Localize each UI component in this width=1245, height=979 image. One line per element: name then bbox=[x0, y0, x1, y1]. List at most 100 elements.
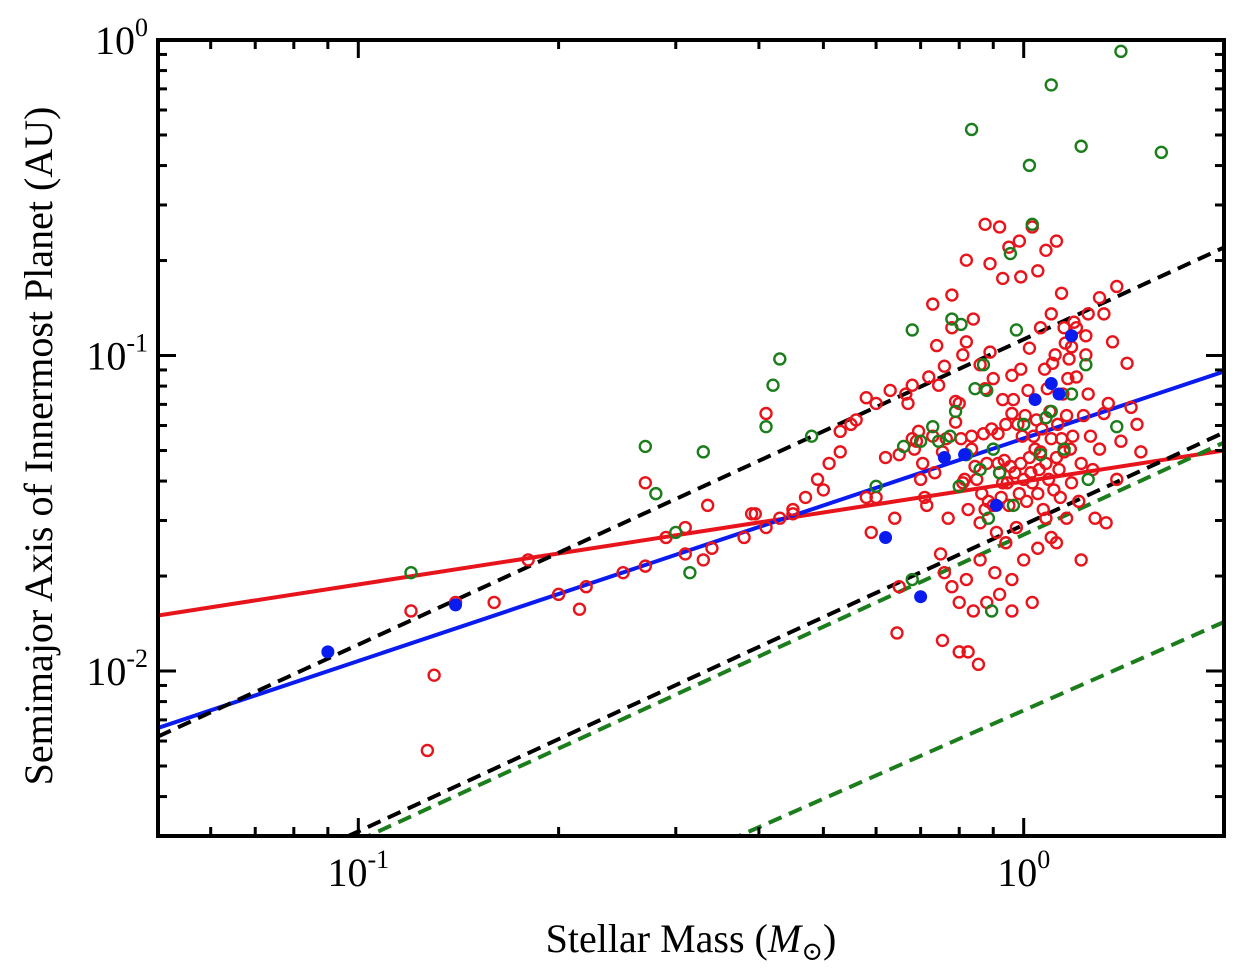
x-axis-title-subscript: ⊙ bbox=[801, 937, 823, 966]
data-point-0-218 bbox=[616, 565, 630, 580]
y-tick-label-base: 10 bbox=[86, 334, 126, 379]
fit-line-4 bbox=[363, 440, 1224, 836]
data-point-0-61 bbox=[980, 456, 994, 471]
data-point-0-140 bbox=[1124, 400, 1138, 415]
data-point-0-88 bbox=[1019, 494, 1034, 509]
data-point-1-43 bbox=[1064, 387, 1079, 401]
data-point-1-48 bbox=[1114, 44, 1128, 59]
data-point-0-152 bbox=[966, 604, 981, 618]
x-axis-title: Stellar Mass (M⊙) bbox=[546, 916, 837, 966]
data-point-0-176 bbox=[1081, 307, 1095, 321]
data-point-0-219 bbox=[579, 580, 593, 594]
data-point-0-89 bbox=[1021, 383, 1035, 398]
data-point-0-1 bbox=[572, 602, 587, 616]
data-point-0-67 bbox=[989, 525, 1004, 540]
data-point-0-87 bbox=[1018, 408, 1032, 423]
data-point-0-51 bbox=[964, 429, 979, 443]
data-points bbox=[321, 44, 1169, 758]
data-point-1-45 bbox=[1079, 358, 1093, 372]
data-point-1-1 bbox=[638, 439, 653, 454]
data-point-0-136 bbox=[1101, 396, 1115, 411]
data-point-0-125 bbox=[1069, 370, 1084, 384]
data-point-0-161 bbox=[945, 580, 959, 594]
data-point-1-41 bbox=[1044, 404, 1058, 419]
data-point-0-155 bbox=[1025, 595, 1039, 610]
data-point-0-0 bbox=[521, 553, 535, 567]
data-point-0-220 bbox=[551, 587, 566, 602]
x-tick-label-exponent: 0 bbox=[1037, 845, 1050, 874]
data-point-0-3 bbox=[638, 476, 653, 490]
data-point-0-197 bbox=[1002, 240, 1016, 254]
data-point-0-147 bbox=[1031, 541, 1045, 555]
data-point-1-47 bbox=[1110, 419, 1124, 434]
data-point-0-195 bbox=[1049, 234, 1064, 248]
data-point-0-213 bbox=[737, 530, 751, 545]
data-point-0-25 bbox=[901, 396, 915, 411]
y-axis-title: Semimajor Axis of Innermost Planet (AU) bbox=[16, 107, 61, 786]
x-axis-title-text: Stellar Mass ( bbox=[546, 916, 768, 961]
data-point-1-17 bbox=[943, 429, 957, 443]
data-point-0-192 bbox=[992, 220, 1007, 234]
data-point-0-160 bbox=[959, 572, 974, 587]
data-point-0-81 bbox=[1009, 520, 1024, 535]
data-point-1-7 bbox=[766, 378, 780, 392]
data-point-1-46 bbox=[1081, 472, 1095, 487]
data-point-0-128 bbox=[1076, 408, 1091, 423]
data-point-0-186 bbox=[996, 271, 1010, 286]
data-point-0-133 bbox=[1088, 511, 1102, 525]
data-point-1-16 bbox=[931, 434, 946, 448]
data-point-1-37 bbox=[1025, 217, 1039, 232]
data-point-0-194 bbox=[1039, 243, 1053, 258]
data-point-0-183 bbox=[1054, 286, 1069, 300]
data-point-1-42 bbox=[1057, 442, 1071, 456]
y-tick-label-exponent: 0 bbox=[135, 13, 148, 42]
data-point-0-111 bbox=[1051, 417, 1065, 432]
data-point-0-127 bbox=[1074, 456, 1088, 471]
data-point-0-119 bbox=[1061, 371, 1075, 386]
data-point-1-13 bbox=[905, 323, 919, 337]
data-point-0-37 bbox=[933, 547, 948, 561]
data-point-2-5 bbox=[958, 448, 972, 462]
data-point-1-44 bbox=[1074, 139, 1088, 153]
x-tick-label-exponent: -1 bbox=[367, 845, 389, 874]
data-point-0-198 bbox=[978, 217, 992, 232]
data-point-1-19 bbox=[948, 404, 963, 419]
data-point-0-112 bbox=[1052, 462, 1066, 477]
x-axis-title-close: ) bbox=[823, 916, 836, 961]
data-point-0-57 bbox=[975, 486, 989, 501]
data-point-1-29 bbox=[984, 604, 999, 618]
data-point-0-83 bbox=[1012, 486, 1027, 501]
data-point-0-121 bbox=[1063, 442, 1077, 456]
x-tick-label-1: 100 bbox=[997, 845, 1050, 895]
data-point-0-109 bbox=[1048, 348, 1062, 362]
data-point-0-123 bbox=[1066, 429, 1080, 443]
x-tick-label-base: 10 bbox=[997, 850, 1037, 895]
data-point-0-190 bbox=[945, 288, 959, 302]
data-point-0-9 bbox=[748, 507, 762, 521]
data-point-0-19 bbox=[878, 450, 893, 465]
data-point-0-4 bbox=[427, 668, 441, 682]
data-point-1-26 bbox=[976, 358, 991, 372]
data-point-0-16 bbox=[864, 525, 878, 540]
data-point-0-76 bbox=[1002, 498, 1016, 513]
data-point-2-2 bbox=[879, 530, 893, 544]
data-point-0-162 bbox=[937, 565, 952, 580]
data-point-0-138 bbox=[1110, 472, 1124, 487]
data-point-0-173 bbox=[1044, 307, 1058, 321]
data-point-0-203 bbox=[883, 383, 897, 398]
data-point-0-120 bbox=[1062, 352, 1076, 366]
data-point-1-10 bbox=[869, 479, 883, 494]
y-tick-label-0: 10-2 bbox=[86, 644, 148, 694]
data-point-2-1 bbox=[449, 598, 463, 612]
data-point-1-38 bbox=[1033, 447, 1048, 462]
data-point-0-208 bbox=[810, 472, 825, 487]
data-point-0-78 bbox=[1005, 406, 1019, 421]
data-point-0-6 bbox=[696, 553, 711, 567]
y-tick-label-exponent: -1 bbox=[126, 329, 148, 358]
data-point-0-142 bbox=[1134, 445, 1148, 459]
data-point-0-46 bbox=[954, 431, 968, 446]
data-point-0-69 bbox=[991, 456, 1005, 471]
data-point-1-4 bbox=[683, 565, 697, 580]
data-point-0-66 bbox=[988, 565, 1002, 580]
